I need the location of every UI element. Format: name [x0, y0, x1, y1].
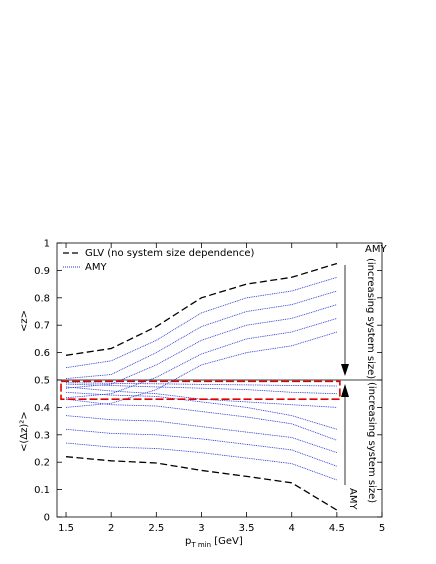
- y-tick-label: 0: [44, 513, 50, 524]
- x-tick-label: 4.5: [329, 523, 345, 534]
- annotation-upper-title: AMY: [365, 244, 387, 255]
- x-axis-label-main: p: [185, 536, 191, 547]
- series-line-amy-2: [65, 276, 338, 369]
- y-tick-label: 0.1: [34, 485, 50, 496]
- series-line-amy-3: [65, 290, 338, 379]
- legend-amy-label: AMY: [85, 262, 107, 273]
- series-line-amy-9: [65, 415, 338, 453]
- annotation-lower-sub: (increasing system size): [366, 382, 377, 503]
- series-line-amy-7: [65, 391, 338, 430]
- y-tick-label: 0.4: [34, 403, 50, 414]
- y-tick-label: 0.2: [34, 458, 50, 469]
- x-tick-label: 1.5: [58, 523, 74, 534]
- y-tick-label: 0.8: [34, 293, 50, 304]
- y-axis-label-upper: <z>: [19, 310, 30, 332]
- y-tick-label: 0.9: [34, 266, 50, 277]
- arrow-lower-head: [341, 384, 349, 397]
- x-tick-label: 2.5: [148, 523, 164, 534]
- y-axis-label-lower: <(Δz)²>: [19, 411, 30, 452]
- series-line-amy-8: [65, 398, 338, 441]
- arrow-upper-head: [341, 364, 349, 376]
- series-line-amy-6: [65, 331, 338, 408]
- x-axis-label: pT min [GeV]: [185, 536, 243, 549]
- series-line-amy-12: [65, 386, 337, 408]
- y-tick-label: 0.3: [34, 430, 50, 441]
- x-tick-label: 3.5: [239, 523, 255, 534]
- annotation-upper-sub: (increasing system size): [365, 258, 376, 379]
- y-tick-label: 0.6: [34, 348, 50, 359]
- x-tick-label: 4: [289, 523, 295, 534]
- x-tick-label: 2: [108, 523, 114, 534]
- legend-glv-label: GLV (no system size dependence): [85, 248, 255, 259]
- x-tick-label: 5: [379, 523, 385, 534]
- x-axis-label-unit: [GeV]: [211, 536, 243, 547]
- y-tick-label: 0.5: [34, 376, 50, 387]
- series-line-glv-1: [65, 456, 338, 511]
- series-line-amy-14: [65, 382, 337, 387]
- x-axis-label-sub: T min: [190, 541, 211, 549]
- x-tick-label: 3: [198, 523, 204, 534]
- series-line-amy-5: [65, 318, 338, 399]
- highlight-box: [60, 380, 341, 400]
- series-line-glv-0: [65, 262, 338, 356]
- series-line-amy-4: [65, 304, 338, 389]
- series-line-amy-11: [65, 442, 338, 481]
- series-line-amy-13: [65, 383, 337, 395]
- series-line-amy-10: [65, 428, 338, 467]
- annotation-lower-title: AMY: [347, 488, 358, 510]
- y-tick-label: 1: [44, 239, 50, 250]
- y-tick-label: 0.7: [34, 321, 50, 332]
- legend: GLV (no system size dependence) AMY: [63, 248, 255, 273]
